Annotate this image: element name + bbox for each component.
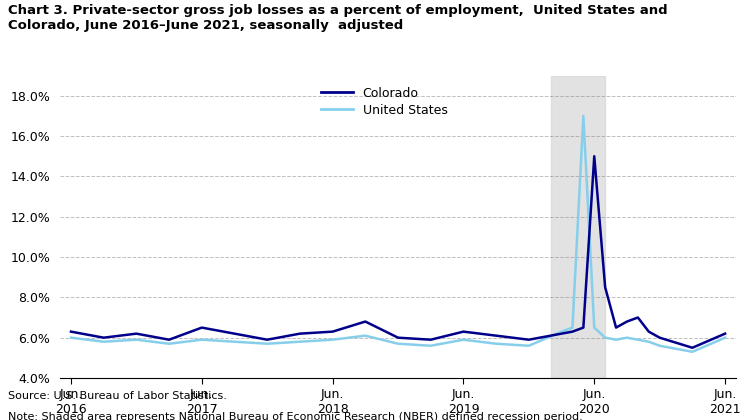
Text: Source: U.S. Bureau of Labor Statistics.: Source: U.S. Bureau of Labor Statistics. bbox=[8, 391, 226, 401]
Text: Note: Shaded area represents National Bureau of Economic Research (NBER) defined: Note: Shaded area represents National Bu… bbox=[8, 412, 582, 420]
Bar bbox=[550, 76, 605, 378]
Legend: Colorado, United States: Colorado, United States bbox=[316, 82, 453, 122]
Text: Chart 3. Private-sector gross job losses as a percent of employment,  United Sta: Chart 3. Private-sector gross job losses… bbox=[8, 4, 667, 32]
